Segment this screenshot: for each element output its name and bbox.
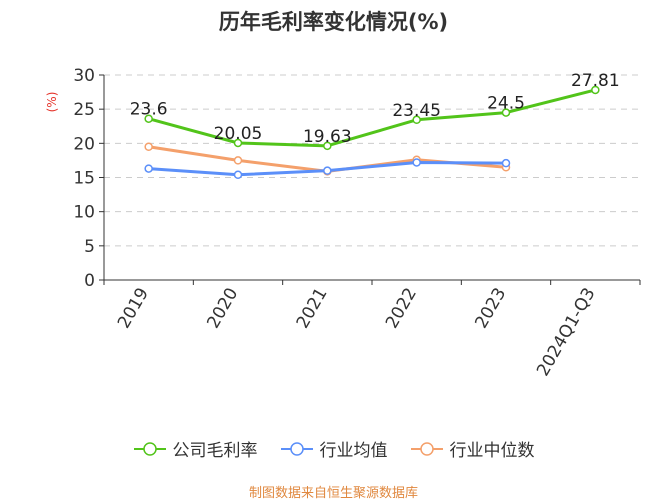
- y-axis-label: (%): [45, 92, 59, 113]
- data-label: 23.45: [392, 101, 441, 121]
- data-point: [233, 156, 243, 165]
- y-tick-label: 15: [73, 169, 95, 189]
- data-point: [412, 158, 421, 167]
- data-point: [144, 142, 153, 151]
- data-point: [412, 115, 421, 125]
- y-tick-label: 10: [73, 203, 95, 223]
- legend-label: 行业中位数: [449, 441, 535, 461]
- x-tick-label: 2020: [203, 285, 242, 332]
- legend-item[interactable]: 行业中位数: [410, 436, 535, 461]
- y-tick-label: 0: [84, 271, 95, 291]
- data-point: [323, 166, 332, 175]
- data-label: 19.63: [303, 127, 352, 147]
- data-label: 20.05: [214, 124, 263, 144]
- legend-marker: [142, 441, 157, 456]
- legend-item[interactable]: 公司毛利率: [133, 436, 258, 461]
- legend-marker: [289, 441, 304, 456]
- y-tick-label: 30: [73, 66, 95, 86]
- data-point: [501, 158, 511, 168]
- data-label: 24.5: [487, 94, 525, 114]
- chart-title: 历年毛利率变化情况(%): [218, 10, 449, 34]
- legend-line-icon: [280, 441, 313, 456]
- legend-marker: [419, 441, 434, 456]
- x-tick-label: 2024Q1-Q3: [533, 285, 600, 380]
- data-point: [591, 85, 600, 95]
- data-point: [233, 170, 243, 180]
- legend-item[interactable]: 行业均值: [280, 436, 388, 461]
- legend-line-icon: [133, 441, 166, 456]
- y-tick-label: 20: [73, 134, 95, 154]
- x-tick-label: 2019: [114, 285, 153, 332]
- legend-label: 行业均值: [319, 441, 388, 461]
- x-tick-label: 2022: [382, 285, 421, 332]
- x-tick-label: 2021: [293, 285, 332, 332]
- series-line-0: [148, 88, 596, 148]
- source-note: 制图数据来自恒生聚源数据库: [248, 486, 418, 501]
- x-tick-label: 2023: [471, 285, 510, 332]
- data-point: [144, 114, 153, 123]
- data-point: [323, 141, 332, 151]
- legend-line-icon: [410, 441, 443, 456]
- y-tick-label: 25: [73, 100, 95, 120]
- data-point: [144, 164, 153, 173]
- legend-label: 公司毛利率: [172, 441, 258, 461]
- data-label: 23.6: [130, 100, 168, 120]
- y-tick-label: 5: [84, 237, 95, 257]
- data-point: [233, 138, 243, 148]
- data-point: [501, 108, 511, 117]
- legend: 公司毛利率 行业均值 行业中位数: [0, 436, 667, 461]
- data-label: 27.81: [571, 71, 620, 91]
